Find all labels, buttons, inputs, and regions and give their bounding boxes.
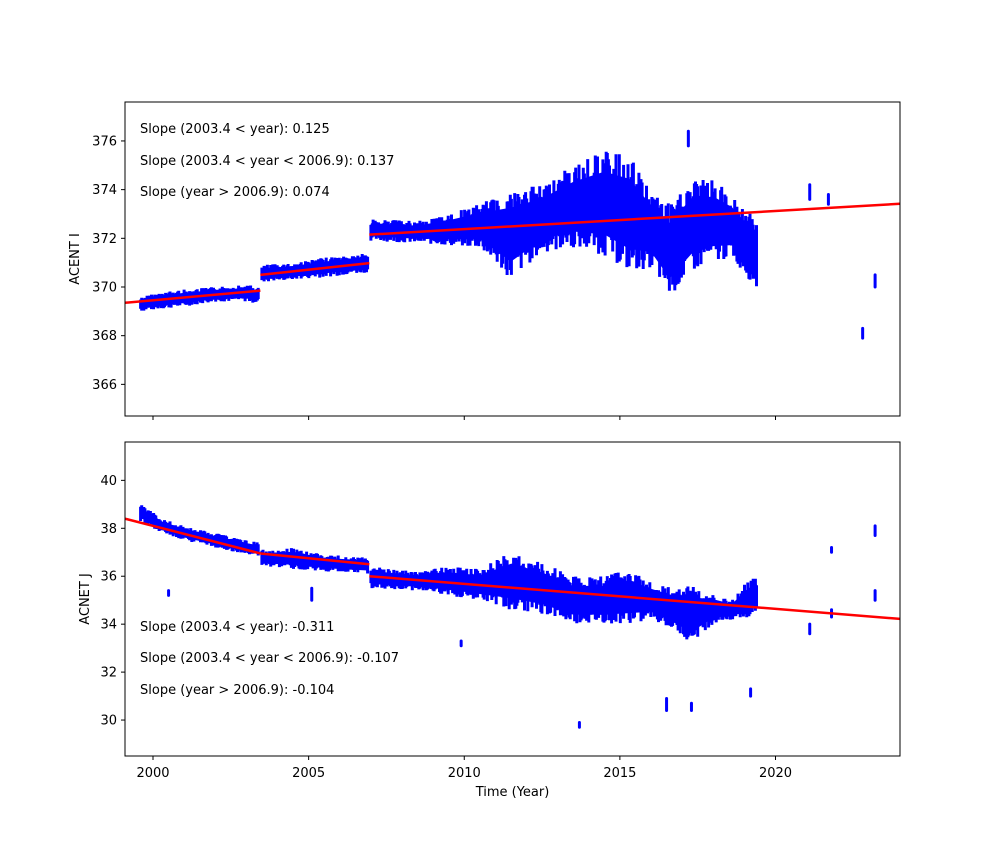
top-scatter-core-0 xyxy=(140,287,259,309)
bottom-panel: 30 32 34 36 38 40 2000 2005 2010 2015 2020 ACNET J T… xyxy=(78,441,901,800)
bottom-y-axis-label: ACNET J xyxy=(78,573,93,625)
bottom-fit-line xyxy=(125,517,261,555)
bottom-x-tick-label: 2010 xyxy=(448,766,481,781)
bottom-slope-annotation: Slope (2003.4 < year): -0.311 xyxy=(140,620,334,635)
bottom-x-axis-label: Time (Year) xyxy=(475,785,550,800)
top-y-tick-label: 368 xyxy=(92,329,117,344)
bottom-axes-frame xyxy=(124,441,901,757)
top-scatter-core-2 xyxy=(370,171,757,279)
top-slope-annotation: Slope (year > 2006.9): 0.074 xyxy=(140,185,330,200)
bottom-y-tick-label: 36 xyxy=(100,570,117,585)
bottom-y-tick-label: 34 xyxy=(100,618,117,633)
top-fit-line xyxy=(260,261,370,277)
bottom-slope-annotation: Slope (year > 2006.9): -0.104 xyxy=(140,683,334,698)
top-data-layer xyxy=(125,129,900,340)
top-y-tick-label: 374 xyxy=(92,183,117,198)
top-y-tick-label: 366 xyxy=(92,378,117,393)
bottom-y-tick-label: 32 xyxy=(100,666,117,681)
bottom-x-tick-label: 2005 xyxy=(292,766,325,781)
bottom-slope-annotation: Slope (2003.4 < year < 2006.9): -0.107 xyxy=(140,651,399,666)
bottom-scatter-core-0 xyxy=(140,507,259,555)
bottom-x-tick-label: 2020 xyxy=(759,766,792,781)
top-slope-annotation: Slope (2003.4 < year): 0.125 xyxy=(140,122,330,137)
bottom-y-tick-label: 40 xyxy=(100,474,117,489)
bottom-scatter-core-2 xyxy=(370,563,757,632)
bottom-y-tick-label: 38 xyxy=(100,522,117,537)
top-y-tick-label: 370 xyxy=(92,280,117,295)
top-fit-line xyxy=(369,202,900,236)
top-axes-frame xyxy=(124,101,901,417)
bottom-data-layer xyxy=(125,505,900,729)
top-y-axis-label: ACENT I xyxy=(68,233,83,285)
top-slope-annotation: Slope (2003.4 < year < 2006.9): 0.137 xyxy=(140,154,394,169)
top-panel: 366 368 370 372 374 376 ACENT I Slope (2003.4 <… xyxy=(68,101,901,420)
bottom-x-tick-label: 2000 xyxy=(136,766,169,781)
top-y-tick-label: 376 xyxy=(92,134,117,149)
bottom-fit-line xyxy=(260,552,370,566)
bottom-x-tick-label: 2015 xyxy=(603,766,636,781)
top-fit-line xyxy=(125,289,261,305)
bottom-y-tick-label: 30 xyxy=(100,714,117,729)
top-y-tick-label: 372 xyxy=(92,232,117,247)
bottom-fit-line xyxy=(369,574,900,621)
